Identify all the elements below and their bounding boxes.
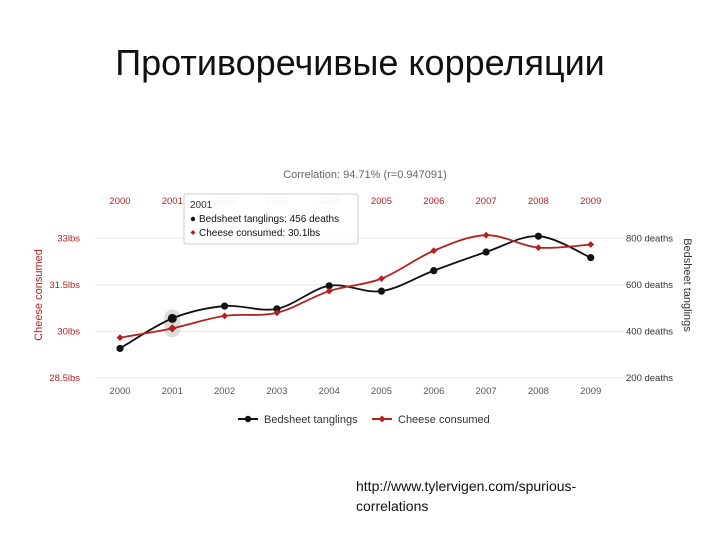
data-point[interactable]: [482, 231, 490, 239]
hover-band: [164, 309, 181, 338]
top-x-tick-label: 2006: [423, 196, 444, 207]
left-axis-label: Cheese consumed: [33, 249, 45, 341]
data-point[interactable]: [482, 248, 490, 256]
top-x-tick-label: 2007: [476, 196, 497, 207]
tooltip-box: [183, 193, 359, 245]
right-axis-label: Bedsheet tanglings: [681, 238, 693, 332]
legend-bedsheet-marker: [244, 415, 252, 423]
chart-title: Correlation: 94.71% (r=0.947091): [283, 169, 447, 181]
tooltip-year: 2001: [190, 200, 213, 211]
left-y-tick-label: 28.5lbs: [49, 373, 80, 384]
series-layer: [116, 231, 595, 353]
grid-lines: [95, 237, 625, 379]
data-point[interactable]: [168, 324, 177, 333]
data-point[interactable]: [221, 302, 229, 310]
left-y-axis: 28.5lbs 30lbs 31.5lbs 33lbs: [49, 233, 80, 384]
data-point[interactable]: [587, 254, 595, 262]
data-point[interactable]: [273, 305, 281, 313]
data-point[interactable]: [535, 244, 542, 251]
right-y-tick-label: 400 deaths: [626, 326, 673, 337]
x-tick-label: 2002: [214, 386, 235, 397]
x-tick-label: 2003: [266, 386, 287, 397]
data-point[interactable]: [587, 241, 595, 248]
series-cheese: [116, 231, 595, 342]
tooltip-line-bedsheet: Bedsheet tanglings: 456 deaths: [199, 214, 339, 225]
left-y-tick-label: 31.5lbs: [49, 280, 80, 291]
data-point[interactable]: [116, 334, 124, 342]
data-point[interactable]: [273, 309, 281, 317]
x-tick-label: 2005: [371, 386, 392, 397]
data-point[interactable]: [430, 247, 438, 255]
top-x-tick-label: 2005: [371, 196, 392, 207]
top-x-tick-label: 2000: [109, 196, 130, 207]
top-x-tick-label: 2009: [580, 196, 601, 207]
data-point[interactable]: [430, 267, 438, 275]
data-point[interactable]: [377, 287, 386, 295]
x-tick-label: 2008: [528, 386, 549, 397]
left-y-tick-label: 30lbs: [57, 326, 80, 337]
legend: Bedsheet tanglings Cheese consumed: [238, 414, 490, 426]
source-url-line2: correlations: [356, 498, 429, 514]
slide-title: Противоречивые корреляции: [115, 42, 605, 83]
legend-cheese-marker: [378, 415, 386, 423]
data-point[interactable]: [534, 232, 542, 240]
x-tick-label: 2000: [109, 386, 130, 397]
data-point[interactable]: [221, 312, 228, 320]
bottom-x-axis: 2000 2001 2002 2003 2004 2005 2006 2007 2008 2009: [109, 386, 601, 397]
left-y-tick-label: 33lbs: [57, 233, 80, 244]
x-tick-label: 2007: [476, 386, 497, 397]
right-y-tick-label: 800 deaths: [626, 233, 673, 244]
data-point[interactable]: [378, 275, 385, 283]
tooltip-line-cheese: Cheese consumed: 30.1lbs: [199, 228, 320, 239]
x-tick-label: 2006: [423, 386, 444, 397]
legend-bedsheet-label[interactable]: Bedsheet tanglings: [264, 414, 358, 426]
x-tick-label: 2001: [162, 386, 183, 397]
source-url-line1: http://www.tylervigen.com/spurious-: [356, 478, 577, 494]
right-y-tick-label: 200 deaths: [626, 373, 673, 384]
tooltip: 2001 Bedsheet tanglings: 456 deaths Chee…: [183, 193, 359, 245]
hover-highlight: [164, 309, 181, 338]
top-x-tick-label: 2001: [162, 196, 183, 207]
series-bedsheet: [116, 232, 595, 353]
source-url[interactable]: http://www.tylervigen.com/spurious- corr…: [356, 476, 676, 516]
tooltip-bullet-bedsheet: [190, 216, 196, 222]
correlation-chart: Correlation: 94.71% (r=0.947091) 2000 200…: [33, 169, 693, 426]
data-point[interactable]: [116, 344, 124, 353]
legend-cheese-label[interactable]: Cheese consumed: [398, 414, 490, 426]
right-y-tick-label: 600 deaths: [626, 280, 673, 291]
x-tick-label: 2004: [319, 386, 340, 397]
data-point[interactable]: [167, 313, 177, 323]
series-line: [119, 234, 591, 339]
data-point[interactable]: [325, 282, 333, 290]
data-point[interactable]: [325, 287, 333, 295]
series-line: [119, 235, 592, 350]
x-tick-label: 2009: [580, 386, 601, 397]
top-x-tick-label: 2008: [528, 196, 549, 207]
right-y-axis: 200 deaths 400 deaths 600 deaths 800 deaths: [626, 233, 673, 384]
tooltip-bullet-cheese: [190, 230, 196, 235]
